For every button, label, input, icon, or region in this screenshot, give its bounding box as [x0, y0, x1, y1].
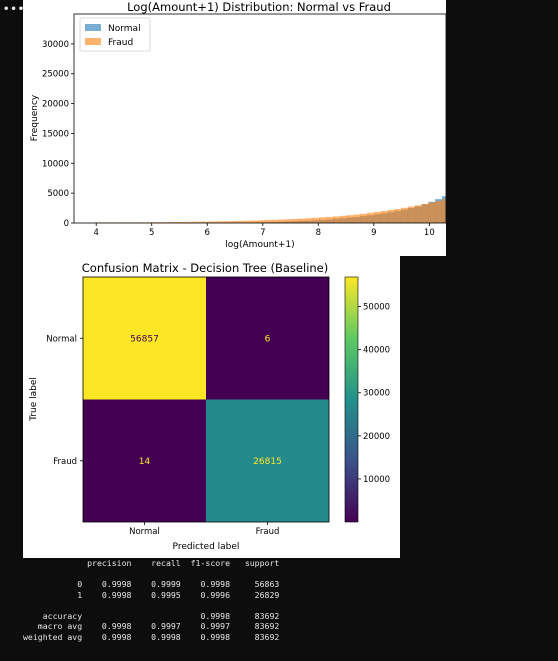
histogram-bar-fraud: [305, 218, 313, 223]
cm-cell-value: 26815: [253, 457, 282, 467]
histogram-bar-fraud: [353, 214, 361, 223]
histogram-bar-fraud: [414, 205, 422, 223]
y-tick-label: 15000: [42, 129, 69, 139]
histogram-bar-fraud: [189, 221, 198, 223]
x-tick-label: 4: [93, 228, 98, 238]
y-tick-label: 0: [64, 219, 69, 229]
histogram-bar-fraud: [326, 216, 334, 223]
colorbar-tick-label: 10000: [363, 475, 390, 485]
cm-x-tick-label: Normal: [129, 527, 160, 537]
histogram-bar-fraud: [230, 221, 238, 223]
histogram-legend: Normal Fraud: [79, 17, 151, 52]
histogram-bar-fraud: [285, 219, 293, 223]
histogram-bar-fraud: [332, 216, 341, 223]
histogram-ylabel: Frequency: [30, 94, 40, 141]
histogram-bar-fraud: [421, 203, 429, 223]
histogram-bar-fraud: [278, 219, 286, 223]
histogram-bar-fraud: [346, 215, 354, 223]
cm-y-tick-label: Normal: [46, 334, 77, 344]
cm-x-tick-label: Fraud: [256, 527, 280, 537]
cm-cell-value: 14: [139, 457, 151, 467]
histogram-xlabel: log(Amount+1): [225, 240, 294, 250]
legend-label-normal: Normal: [108, 24, 141, 34]
x-tick-label: 6: [205, 228, 210, 238]
cm-ylabel: True label: [29, 377, 39, 422]
histogram-bar-fraud: [394, 208, 402, 223]
histogram-bar-fraud: [155, 222, 163, 223]
cm-title: Confusion Matrix - Decision Tree (Baseli…: [82, 261, 329, 275]
histogram-bar-fraud: [360, 213, 368, 223]
colorbar: [344, 276, 359, 523]
colorbar-tick-label: 20000: [363, 432, 390, 442]
histogram-bar-fraud: [401, 207, 409, 223]
x-tick-label: 8: [316, 228, 321, 238]
histogram-title: Log(Amount+1) Distribution: Normal vs Fr…: [127, 0, 391, 14]
histogram-bar-fraud: [196, 221, 204, 223]
more-options-icon[interactable]: •••: [3, 4, 26, 15]
histogram-bar-fraud: [367, 212, 375, 223]
colorbar-tick-label: 50000: [363, 303, 390, 313]
y-tick-label: 20000: [42, 100, 69, 110]
histogram-bar-fraud: [373, 211, 381, 223]
histogram-bar-fraud: [237, 220, 245, 223]
histogram-bar-fraud: [292, 218, 300, 223]
cm-cell: [206, 399, 329, 522]
cm-cell-value: 6: [265, 334, 271, 344]
histogram-bar-fraud: [203, 221, 211, 223]
cm-cell: [83, 277, 206, 400]
legend-label-fraud: Fraud: [108, 38, 133, 48]
histogram-bar-fraud: [428, 202, 436, 223]
legend-swatch-fraud: [85, 38, 101, 45]
histogram-bar-fraud: [251, 220, 259, 223]
histogram-bar-fraud: [264, 220, 272, 223]
histogram-bar-fraud: [244, 220, 252, 223]
histogram-figure: Log(Amount+1) Distribution: Normal vs Fr…: [23, 0, 558, 256]
histogram-bar-fraud: [319, 217, 327, 223]
histogram-bar-fraud: [407, 206, 416, 223]
histogram-bar-fraud: [162, 222, 170, 223]
x-tick-label: 5: [149, 228, 154, 238]
y-tick-label: 5000: [47, 189, 69, 199]
histogram-bar-fraud: [176, 221, 184, 223]
cm-cell-value: 56857: [130, 334, 159, 344]
histogram-bar-fraud: [169, 222, 177, 223]
legend-swatch-normal: [85, 24, 101, 31]
confusion-matrix-figure: Confusion Matrix - Decision Tree (Baseli…: [23, 256, 400, 558]
histogram-bar-fraud: [380, 211, 388, 223]
histogram-chart: Log(Amount+1) Distribution: Normal vs Fr…: [30, 0, 558, 250]
cm-plot-frame: [82, 276, 330, 523]
cm-y-tick-label: Fraud: [53, 457, 77, 467]
histogram-bar-fraud: [435, 200, 443, 223]
histogram-bar-fraud: [258, 220, 266, 223]
colorbar-tick-label: 30000: [363, 389, 390, 399]
histogram-bar-fraud: [217, 221, 225, 223]
colorbar-tick-label: 40000: [363, 346, 390, 356]
histogram-bar-fraud: [298, 218, 307, 223]
x-tick-label: 10: [424, 228, 435, 238]
x-tick-label: 9: [371, 228, 376, 238]
cm-cell: [83, 399, 206, 522]
x-tick-label: 7: [260, 228, 265, 238]
histogram-bar-fraud: [387, 209, 395, 223]
histogram-bar-fraud: [441, 199, 450, 223]
y-tick-label: 10000: [42, 159, 69, 169]
histogram-bar-fraud: [210, 221, 218, 223]
histogram-bar-fraud: [223, 221, 232, 223]
cm-xlabel: Predicted label: [173, 542, 240, 552]
y-tick-label: 30000: [42, 40, 69, 50]
histogram-bar-fraud: [312, 217, 320, 223]
classification-report: precision recall f1-score support 0 0.99…: [23, 558, 280, 642]
y-tick-label: 25000: [42, 70, 69, 80]
confusion-matrix-chart: Confusion Matrix - Decision Tree (Baseli…: [29, 261, 390, 552]
histogram-bar-fraud: [339, 215, 347, 223]
cm-cell: [206, 277, 329, 400]
histogram-bar-fraud: [183, 221, 191, 223]
histogram-bar-fraud: [271, 219, 279, 223]
